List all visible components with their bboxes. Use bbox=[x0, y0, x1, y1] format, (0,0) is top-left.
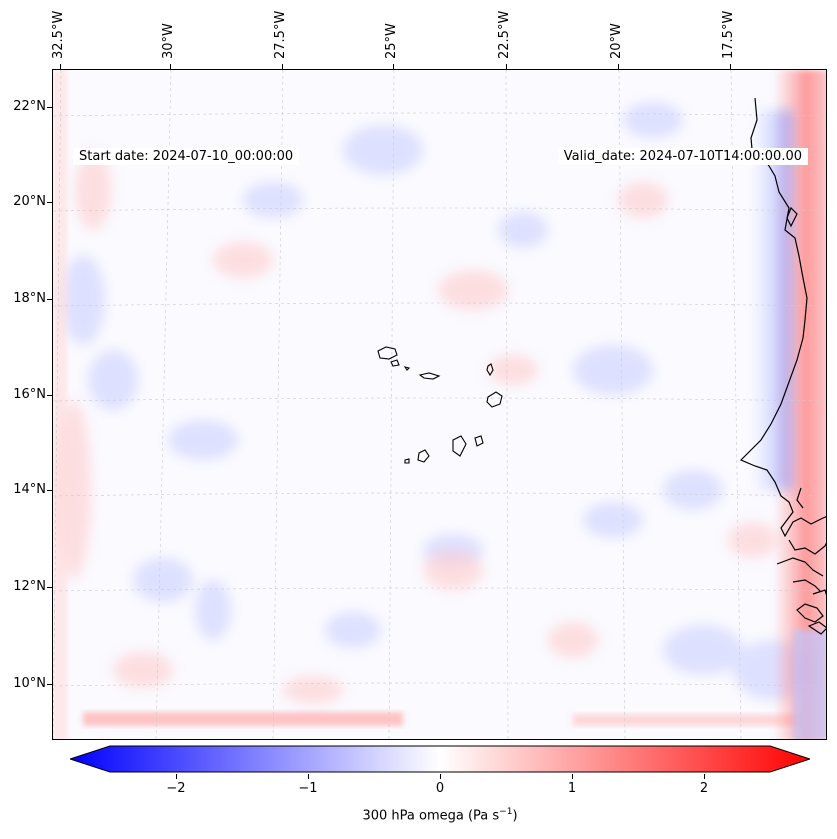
lon-label: 32.5°W bbox=[51, 10, 66, 59]
lon-label: 27.5°W bbox=[273, 10, 288, 59]
colorbar-tick-label: −2 bbox=[166, 781, 186, 796]
colorbar-tick-label: 0 bbox=[435, 781, 445, 796]
africa-coastline bbox=[739, 97, 826, 635]
lon-label: 17.5°W bbox=[721, 10, 736, 59]
valid-date-label: Valid_date: 2024-07-10T14:00:00.00 bbox=[557, 148, 808, 165]
colorbar bbox=[68, 744, 812, 774]
cape-verde-islands bbox=[377, 346, 503, 464]
start-date-label: Start date: 2024-07-10_00:00:00 bbox=[73, 148, 300, 165]
colorbar-label: 300 hPa omega (Pa s−1) bbox=[362, 807, 518, 824]
lat-label: 14°N bbox=[13, 482, 46, 497]
lat-label: 22°N bbox=[13, 99, 46, 114]
lon-label: 22.5°W bbox=[497, 10, 512, 59]
map-plot-area[interactable]: Start date: 2024-07-10_00:00:00 Valid_da… bbox=[52, 69, 827, 740]
colorbar-bar bbox=[68, 745, 812, 773]
lat-label: 18°N bbox=[13, 291, 46, 306]
lat-label: 16°N bbox=[13, 387, 46, 402]
lon-label: 25°W bbox=[384, 23, 399, 59]
map-canvas bbox=[53, 70, 826, 739]
lat-label: 20°N bbox=[13, 194, 46, 209]
lon-label: 20°W bbox=[609, 23, 624, 59]
graticule bbox=[53, 70, 826, 739]
colorbar-tick-label: −1 bbox=[298, 781, 318, 796]
colorbar-tick-label: 2 bbox=[699, 781, 709, 796]
lat-label: 12°N bbox=[13, 579, 46, 594]
lon-label: 30°W bbox=[161, 23, 176, 59]
lat-label: 10°N bbox=[13, 676, 46, 691]
colorbar-tick-label: 1 bbox=[567, 781, 577, 796]
omega-field bbox=[53, 70, 826, 739]
